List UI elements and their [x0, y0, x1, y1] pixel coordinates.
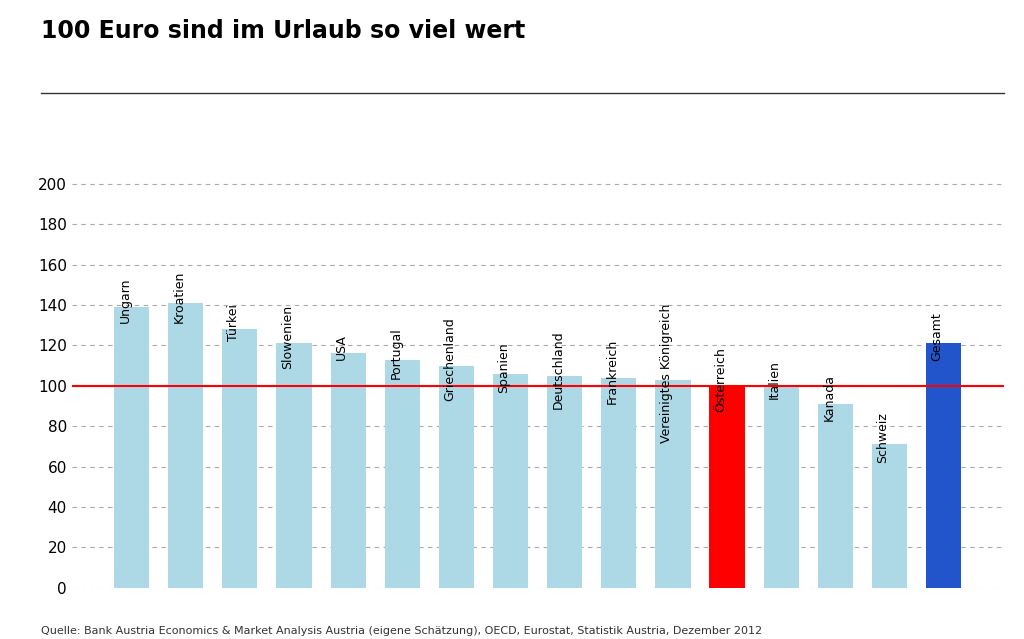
Bar: [547, 376, 583, 588]
Bar: [601, 378, 636, 588]
Text: Kanada: Kanada: [822, 374, 836, 421]
Bar: [710, 386, 744, 588]
Text: Portugal: Portugal: [389, 327, 402, 379]
Text: Frankreich: Frankreich: [606, 339, 618, 404]
Text: Quelle: Bank Austria Economics & Market Analysis Austria (eigene Schätzung), OEC: Quelle: Bank Austria Economics & Market …: [41, 626, 762, 636]
Bar: [114, 307, 150, 588]
Bar: [493, 374, 528, 588]
Text: Slowenien: Slowenien: [281, 305, 294, 369]
Bar: [818, 404, 853, 588]
Bar: [385, 360, 420, 588]
Bar: [926, 343, 962, 588]
Bar: [871, 444, 907, 588]
Text: Vereinigtes Königreich: Vereinigtes Königreich: [659, 304, 673, 443]
Text: Griechenland: Griechenland: [443, 318, 457, 401]
Text: Italien: Italien: [768, 360, 781, 399]
Text: Deutschland: Deutschland: [552, 330, 564, 408]
Bar: [764, 386, 799, 588]
Text: Türkei: Türkei: [227, 304, 240, 341]
Text: Kroatien: Kroatien: [173, 270, 185, 323]
Bar: [222, 329, 257, 588]
Text: USA: USA: [335, 334, 348, 360]
Bar: [331, 353, 366, 588]
Bar: [168, 303, 204, 588]
Text: Spanien: Spanien: [498, 342, 511, 392]
Text: Schweiz: Schweiz: [877, 413, 890, 463]
Text: Ungarn: Ungarn: [119, 278, 132, 323]
Text: Österreich: Österreich: [714, 347, 727, 412]
Text: Gesamt: Gesamt: [931, 312, 943, 361]
Bar: [276, 343, 311, 588]
Text: 100 Euro sind im Urlaub so viel wert: 100 Euro sind im Urlaub so viel wert: [41, 19, 525, 43]
Bar: [655, 380, 690, 588]
Bar: [439, 366, 474, 588]
